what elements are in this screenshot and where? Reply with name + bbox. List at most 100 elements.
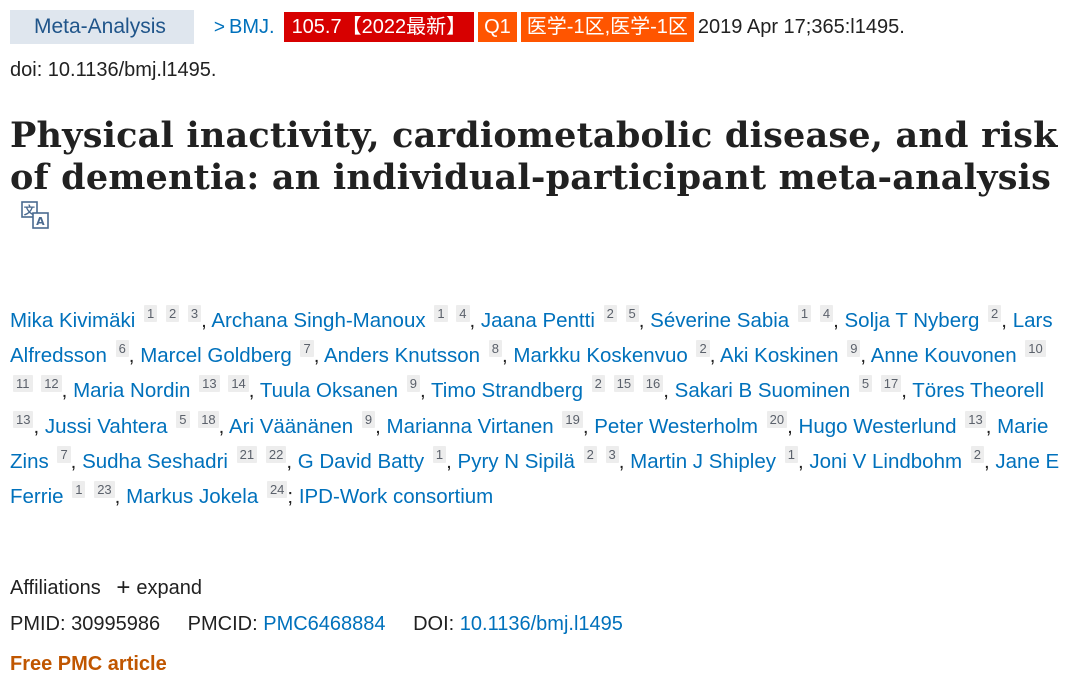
affiliation-number[interactable]: 14: [228, 375, 249, 393]
affiliation-number[interactable]: 4: [456, 305, 470, 322]
free-pmc-article-label[interactable]: Free PMC article: [10, 653, 167, 675]
author-link[interactable]: Anne Kouvonen: [870, 344, 1017, 368]
author-link[interactable]: Marie Zins: [10, 414, 1049, 473]
author-link[interactable]: Joni V Lindbohm: [809, 449, 963, 473]
author-link[interactable]: Jaana Pentti: [480, 309, 595, 332]
affiliation-number[interactable]: 1: [72, 481, 86, 499]
affiliation-number[interactable]: 5: [858, 375, 873, 393]
affiliation-number[interactable]: 5: [625, 305, 639, 322]
author-link[interactable]: Jane E Ferrie: [10, 449, 1060, 509]
pmcid-link[interactable]: PMC6468884: [263, 613, 386, 635]
affiliation-number[interactable]: 6: [115, 340, 129, 358]
affiliation-number[interactable]: 8: [488, 340, 503, 358]
author-link[interactable]: Jussi Vahtera: [44, 414, 168, 438]
journal-link[interactable]: > BMJ.: [214, 16, 275, 39]
author-link[interactable]: Anders Knutsson: [323, 344, 481, 368]
author-link[interactable]: Séverine Sabia: [650, 309, 790, 332]
affiliation-number[interactable]: 16: [642, 375, 664, 393]
article-title-text: Physical inactivity, cardiometabolic dis…: [10, 115, 1058, 198]
affiliation-number[interactable]: 23: [94, 481, 115, 499]
affiliation-number[interactable]: 22: [265, 445, 287, 463]
affiliation-number[interactable]: 18: [198, 410, 219, 428]
article-type-badge[interactable]: Meta-Analysis: [10, 10, 194, 44]
affiliation-number[interactable]: 9: [847, 340, 861, 358]
affiliation-number[interactable]: 12: [41, 375, 62, 393]
author-link[interactable]: Mika Kivimäki: [10, 309, 136, 332]
affiliation-number[interactable]: 7: [57, 445, 71, 463]
affiliation-number[interactable]: 11: [13, 375, 33, 393]
author-link[interactable]: Ari Väänänen: [228, 414, 354, 438]
affiliation-number[interactable]: 4: [819, 305, 834, 322]
author-separator: ,: [984, 449, 996, 473]
author-separator: ,: [618, 449, 631, 473]
author-link[interactable]: Markku Koskenvuo: [513, 344, 688, 368]
affiliation-number[interactable]: 1: [434, 305, 448, 322]
affiliation-number[interactable]: 2: [603, 305, 617, 322]
affiliation-number[interactable]: 20: [766, 410, 788, 428]
author-link[interactable]: Timo Strandberg: [431, 379, 583, 403]
author-link[interactable]: Markus Jokela: [126, 485, 259, 509]
affiliation-number[interactable]: 10: [1025, 340, 1046, 358]
author-link[interactable]: Tuula Oksanen: [259, 379, 399, 403]
affiliation-number[interactable]: 2: [591, 375, 605, 393]
translate-icon[interactable]: 文 A: [20, 198, 50, 240]
author-link[interactable]: Peter Westerholm: [594, 414, 758, 438]
author-separator: ,: [128, 344, 141, 368]
author-link[interactable]: Archana Singh-Manoux: [211, 309, 426, 332]
author-link[interactable]: Aki Koskinen: [719, 344, 839, 368]
author-link[interactable]: Martin J Shipley: [630, 449, 776, 473]
author-separator: ,: [70, 449, 83, 473]
affiliation-number[interactable]: 13: [13, 410, 34, 428]
author-link[interactable]: Pyry N Sipilä: [457, 449, 575, 473]
author-link[interactable]: Sudha Seshadri: [82, 449, 228, 473]
doi-link[interactable]: 10.1136/bmj.l1495: [459, 613, 623, 635]
author-separator: ,: [663, 379, 675, 403]
affiliation-number[interactable]: 13: [199, 375, 220, 393]
affiliation-number[interactable]: 1: [797, 305, 812, 322]
pmid-label: PMID:: [10, 613, 66, 635]
affiliations-label: Affiliations: [10, 577, 101, 599]
affiliation-number[interactable]: 2: [970, 445, 984, 463]
author-link[interactable]: Lars Alfredsson: [10, 309, 1053, 368]
author-link[interactable]: Maria Nordin: [73, 379, 191, 403]
affiliation-number[interactable]: 19: [562, 410, 583, 428]
doi-label: DOI:: [413, 613, 455, 635]
author-link[interactable]: G David Batty: [297, 449, 425, 473]
affiliation-number[interactable]: 1: [432, 445, 447, 463]
affiliation-number[interactable]: 24: [266, 481, 288, 499]
author-separator: ,: [860, 344, 871, 368]
author-separator: ,: [638, 309, 651, 332]
author-separator: ,: [833, 309, 845, 332]
author-link[interactable]: Töres Theorell: [912, 379, 1045, 403]
affiliation-number[interactable]: 13: [965, 410, 986, 428]
author-link[interactable]: Hugo Westerlund: [798, 414, 957, 438]
consortium-link[interactable]: IPD-Work consortium: [298, 485, 494, 509]
affiliation-number[interactable]: 2: [583, 445, 597, 463]
author-separator: ,: [33, 414, 45, 438]
affiliation-number[interactable]: 1: [784, 445, 798, 463]
author-link[interactable]: Sakari B Suominen: [674, 379, 851, 403]
affiliation-number[interactable]: 3: [605, 445, 619, 463]
author-separator: ,: [787, 414, 799, 438]
doi-line: doi: 10.1136/bmj.l1495.: [10, 59, 217, 81]
affiliation-number[interactable]: 21: [236, 445, 258, 463]
author-link[interactable]: Solja T Nyberg: [844, 309, 980, 332]
svg-text:文: 文: [24, 203, 36, 217]
affiliation-number[interactable]: 15: [613, 375, 635, 393]
affiliation-number[interactable]: 7: [300, 340, 314, 358]
affiliation-number[interactable]: 2: [165, 305, 180, 322]
affiliation-number[interactable]: 3: [187, 305, 202, 322]
affiliation-number[interactable]: 5: [176, 410, 190, 428]
pmcid-label: PMCID:: [187, 613, 258, 635]
affiliation-number[interactable]: 1: [144, 305, 158, 322]
affiliation-number[interactable]: 17: [880, 375, 902, 393]
chevron-right-icon: >: [213, 16, 225, 38]
affiliation-number[interactable]: 2: [988, 305, 1002, 322]
author-link[interactable]: Marianna Virtanen: [386, 414, 554, 438]
affiliation-number[interactable]: 9: [406, 375, 421, 393]
affiliation-number[interactable]: 9: [361, 410, 376, 428]
author-link[interactable]: Marcel Goldberg: [140, 344, 292, 368]
affiliation-number[interactable]: 2: [696, 340, 710, 358]
affiliations-expand-button[interactable]: + expand: [116, 574, 202, 601]
expand-label: expand: [136, 577, 202, 599]
